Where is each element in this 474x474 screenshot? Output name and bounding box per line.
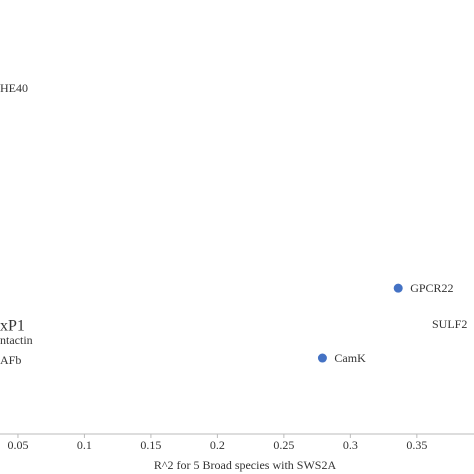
x-tick-label: 0.25 bbox=[273, 438, 294, 452]
cropped-label: ntactin bbox=[0, 333, 33, 347]
x-tick-label: 0.35 bbox=[406, 438, 427, 452]
point-label: CamK bbox=[334, 351, 366, 365]
cropped-label: xP1 bbox=[0, 318, 25, 335]
cropped-label: AFb bbox=[0, 353, 21, 367]
x-axis-label: R^2 for 5 Broad species with SWS2A bbox=[154, 458, 337, 472]
point bbox=[393, 283, 403, 293]
x-tick-label: 0.05 bbox=[7, 438, 28, 452]
point bbox=[317, 353, 327, 363]
x-tick-label: 0.3 bbox=[343, 438, 358, 452]
cropped-label: HE40 bbox=[0, 81, 28, 95]
cropped-label: SULF2 bbox=[432, 317, 467, 331]
x-tick-label: 0.1 bbox=[77, 438, 92, 452]
x-tick-label: 0.2 bbox=[210, 438, 225, 452]
point-label: GPCR22 bbox=[410, 281, 453, 295]
x-tick-label: 0.15 bbox=[140, 438, 161, 452]
